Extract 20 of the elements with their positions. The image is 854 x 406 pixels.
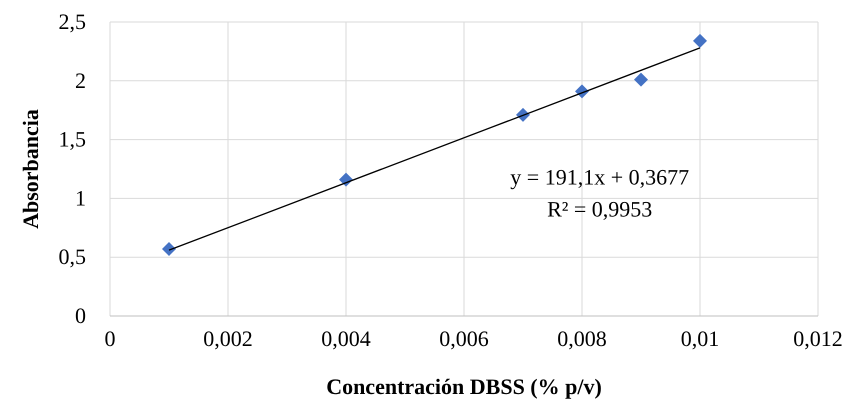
x-tick-label: 0,008 <box>557 326 607 351</box>
point <box>693 34 707 48</box>
annotation: R² = 0,9953 <box>547 196 652 222</box>
y-axis-title: Absorbancia <box>18 109 43 229</box>
x-tick-label: 0,012 <box>793 326 843 351</box>
x-axis-title: Concentración DBSS (% p/v) <box>326 374 602 399</box>
x-tick-label: 0,01 <box>680 326 720 351</box>
y-tick-label: 0 <box>75 303 86 328</box>
y-tick-label: 0,5 <box>58 244 86 270</box>
y-tick-label: 1,5 <box>58 126 86 152</box>
x-tick-label: 0,002 <box>203 326 253 351</box>
point <box>634 72 648 87</box>
point <box>162 242 176 256</box>
y-tick-label: 2,5 <box>58 9 86 34</box>
x-tick-label: 0 <box>104 326 116 351</box>
y-tick-label: 1 <box>75 185 86 210</box>
x-tick-label: 0,004 <box>321 326 371 351</box>
annotation: y = 191,1x + 0,3677 <box>510 164 690 190</box>
y-tick-label: 2 <box>75 68 86 93</box>
x-tick-label: 0,006 <box>439 326 489 351</box>
